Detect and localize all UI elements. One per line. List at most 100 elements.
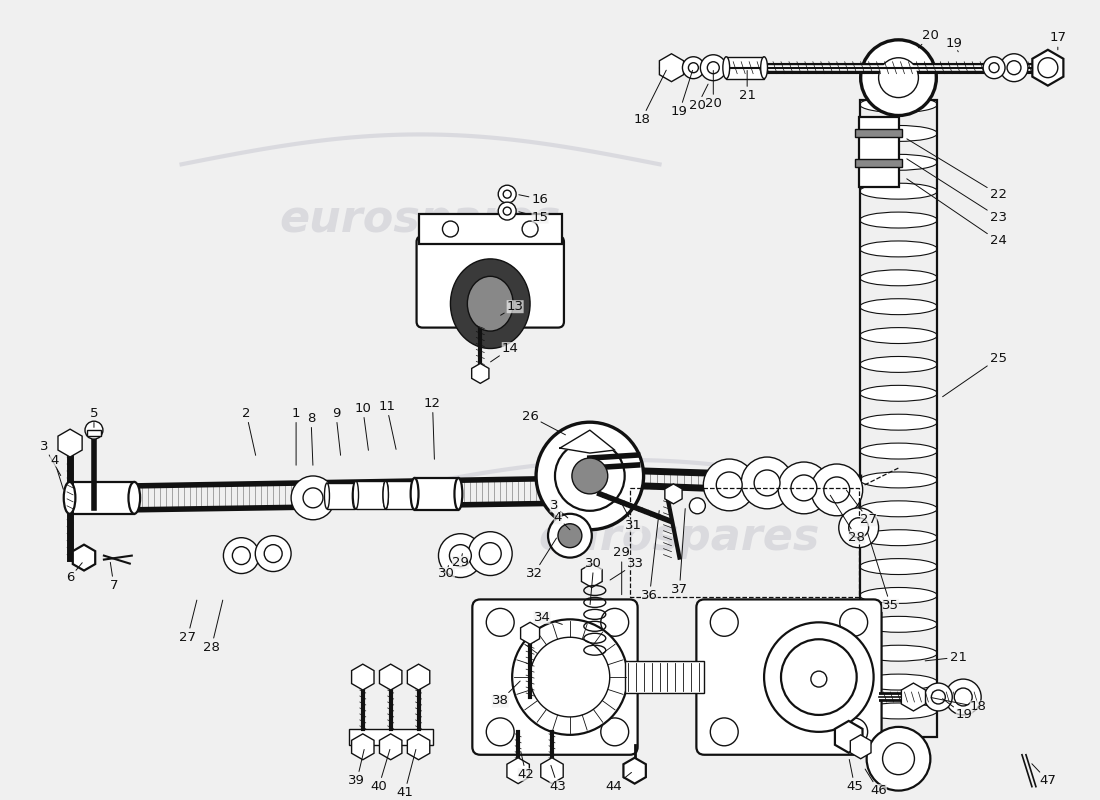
Circle shape xyxy=(85,421,103,439)
Ellipse shape xyxy=(860,357,937,373)
Text: 19: 19 xyxy=(671,70,693,118)
Circle shape xyxy=(690,498,705,514)
Circle shape xyxy=(480,542,502,565)
Bar xyxy=(859,118,899,187)
Text: 27: 27 xyxy=(179,600,197,644)
Text: 20: 20 xyxy=(689,84,708,112)
Circle shape xyxy=(867,727,931,790)
Polygon shape xyxy=(352,734,374,760)
Text: 32: 32 xyxy=(526,538,557,580)
Circle shape xyxy=(849,518,869,538)
Ellipse shape xyxy=(860,126,937,142)
Ellipse shape xyxy=(412,481,418,509)
Circle shape xyxy=(839,508,879,548)
Text: 28: 28 xyxy=(830,495,865,544)
Text: 33: 33 xyxy=(610,557,645,580)
Ellipse shape xyxy=(860,212,937,228)
Text: 2: 2 xyxy=(242,406,255,455)
Text: 18: 18 xyxy=(634,70,667,126)
Circle shape xyxy=(469,532,513,575)
Text: 29: 29 xyxy=(452,554,469,569)
Ellipse shape xyxy=(860,558,937,574)
Circle shape xyxy=(439,534,482,578)
Circle shape xyxy=(707,62,719,74)
Bar xyxy=(625,661,704,693)
Polygon shape xyxy=(560,430,615,453)
Text: 19: 19 xyxy=(946,38,962,52)
Text: 28: 28 xyxy=(204,600,223,654)
Ellipse shape xyxy=(860,298,937,314)
Text: 20: 20 xyxy=(705,70,722,110)
Ellipse shape xyxy=(860,674,937,690)
Ellipse shape xyxy=(860,241,937,257)
Text: 10: 10 xyxy=(354,402,371,450)
Circle shape xyxy=(924,683,953,711)
Circle shape xyxy=(989,62,999,73)
Circle shape xyxy=(716,472,742,498)
Ellipse shape xyxy=(860,443,937,459)
Ellipse shape xyxy=(383,481,388,509)
Text: 43: 43 xyxy=(550,766,566,793)
Polygon shape xyxy=(379,734,401,760)
Bar xyxy=(349,729,432,745)
Ellipse shape xyxy=(468,276,514,331)
Polygon shape xyxy=(58,429,82,457)
Ellipse shape xyxy=(383,481,388,509)
Text: 9: 9 xyxy=(332,406,341,455)
Bar xyxy=(355,481,386,509)
Circle shape xyxy=(1038,58,1058,78)
Circle shape xyxy=(548,514,592,558)
Circle shape xyxy=(791,475,817,501)
Circle shape xyxy=(232,546,251,565)
Text: 5: 5 xyxy=(90,406,98,427)
Bar xyxy=(419,214,562,244)
Ellipse shape xyxy=(860,703,937,719)
Bar xyxy=(726,57,764,78)
Polygon shape xyxy=(520,622,540,644)
Circle shape xyxy=(711,718,738,746)
Ellipse shape xyxy=(64,482,76,514)
Text: 1: 1 xyxy=(292,406,300,466)
Bar xyxy=(386,481,416,509)
Circle shape xyxy=(689,62,698,73)
Text: 44: 44 xyxy=(605,773,631,793)
Text: 4: 4 xyxy=(50,454,64,490)
FancyBboxPatch shape xyxy=(696,599,881,754)
Circle shape xyxy=(558,524,582,548)
Text: 19: 19 xyxy=(943,698,972,722)
Circle shape xyxy=(945,679,981,715)
Polygon shape xyxy=(73,545,96,570)
Text: 34: 34 xyxy=(534,611,562,625)
Text: 40: 40 xyxy=(371,750,389,793)
Circle shape xyxy=(536,422,643,530)
FancyBboxPatch shape xyxy=(472,599,638,754)
Ellipse shape xyxy=(324,483,330,509)
Ellipse shape xyxy=(860,472,937,488)
Ellipse shape xyxy=(450,259,530,349)
Polygon shape xyxy=(407,734,430,760)
Circle shape xyxy=(601,718,629,746)
Text: 8: 8 xyxy=(307,412,316,466)
Circle shape xyxy=(839,608,868,636)
Text: 31: 31 xyxy=(621,502,642,532)
Ellipse shape xyxy=(454,478,462,510)
Ellipse shape xyxy=(352,483,358,509)
Ellipse shape xyxy=(860,97,937,113)
Circle shape xyxy=(556,441,625,511)
Text: 26: 26 xyxy=(521,410,565,435)
Bar xyxy=(69,482,134,514)
Circle shape xyxy=(860,40,936,115)
Circle shape xyxy=(503,190,512,198)
Ellipse shape xyxy=(761,57,768,78)
Bar xyxy=(855,130,902,138)
Polygon shape xyxy=(407,664,430,690)
Circle shape xyxy=(755,470,780,496)
Text: 36: 36 xyxy=(641,510,659,602)
Text: 6: 6 xyxy=(66,562,82,584)
Ellipse shape xyxy=(860,386,937,402)
Text: 3: 3 xyxy=(550,499,568,518)
Ellipse shape xyxy=(129,482,140,514)
Circle shape xyxy=(223,538,260,574)
Polygon shape xyxy=(835,721,862,753)
Ellipse shape xyxy=(860,414,937,430)
